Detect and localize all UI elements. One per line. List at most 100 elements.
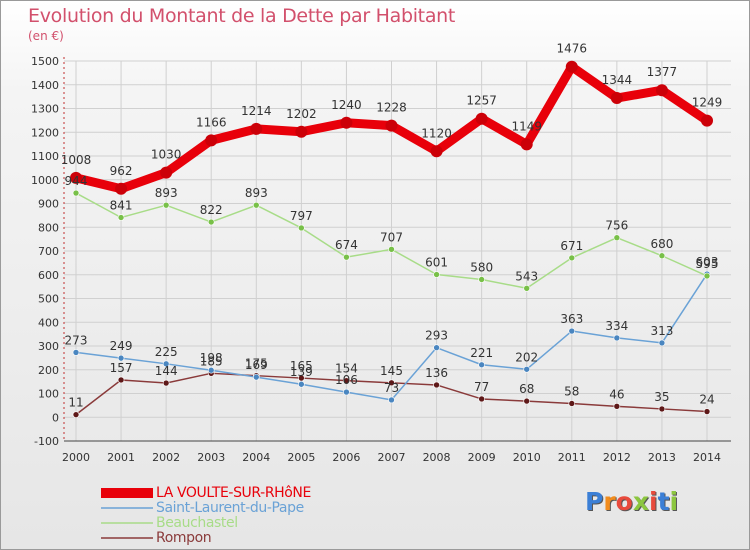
data-point-series-3: [478, 276, 485, 283]
data-point-series-1: [205, 134, 218, 147]
data-label-series-3: 893: [245, 186, 268, 200]
data-label-series-3: 707: [380, 230, 403, 244]
data-point-series-1: [655, 84, 668, 97]
data-label-series-2: 202: [515, 350, 538, 364]
logo-letter: o: [615, 487, 633, 516]
data-label-series-1: 1008: [61, 153, 92, 167]
legend-label-series-3: Beauchastel: [156, 515, 238, 531]
data-point-series-1: [295, 125, 308, 138]
x-tick-label: 2002: [152, 451, 180, 464]
logo-letter: x: [632, 487, 649, 516]
data-label-series-1: 1228: [376, 101, 407, 115]
data-point-series-2: [478, 361, 485, 369]
x-tick-label: 2014: [693, 451, 721, 464]
y-tick-label: 1000: [31, 174, 59, 187]
data-point-series-2: [207, 366, 215, 374]
data-point-series-2: [252, 373, 260, 381]
data-label-series-4: 46: [609, 387, 624, 401]
data-label-series-1: 1166: [196, 115, 227, 129]
data-point-series-1: [701, 114, 713, 127]
data-point-series-2: [388, 396, 395, 404]
data-label-series-1: 1149: [511, 119, 542, 133]
data-label-series-2: 221: [470, 346, 493, 360]
x-tick-label: 2011: [558, 451, 586, 464]
y-tick-label: 1500: [31, 55, 59, 68]
data-point-series-3: [658, 252, 666, 260]
data-label-series-3: 893: [155, 186, 178, 200]
y-tick-label: 0: [52, 411, 59, 424]
data-label-series-3: 671: [560, 239, 583, 253]
data-label-series-4: 11: [68, 396, 83, 410]
data-point-series-3: [433, 271, 440, 278]
x-tick-label: 2007: [378, 451, 406, 464]
data-label-series-2: 334: [605, 319, 628, 333]
data-point-series-1: [115, 182, 128, 195]
x-tick-label: 2009: [468, 451, 496, 464]
chart-title: Evolution du Montant de la Dette par Hab…: [28, 5, 456, 27]
data-label-series-1: 1377: [647, 65, 678, 79]
data-label-series-4: 58: [564, 384, 579, 398]
data-point-series-3: [568, 254, 576, 262]
data-label-series-3: 580: [470, 261, 493, 275]
data-point-series-4: [703, 408, 711, 415]
data-labels: 1008 962 1030 1166 1214 1202 1240 1228 1120 1257 1…: [61, 42, 723, 410]
data-label-series-2: 106: [335, 373, 358, 387]
y-tick-label: 1300: [31, 103, 59, 116]
data-point-series-3: [72, 189, 80, 197]
data-point-series-3: [703, 272, 711, 280]
data-label-series-4: 68: [519, 382, 534, 396]
data-label-series-1: 1249: [692, 96, 723, 110]
data-point-series-2: [343, 388, 350, 396]
data-label-series-4: 145: [380, 364, 403, 378]
data-label-series-3: 797: [290, 209, 313, 223]
data-label-series-2: 169: [245, 358, 268, 372]
data-point-series-4: [613, 403, 621, 410]
data-label-series-1: 1476: [557, 42, 588, 56]
data-label-series-3: 756: [605, 219, 628, 233]
data-label-series-4: 185: [200, 354, 223, 368]
data-label-series-4: 35: [654, 390, 669, 404]
data-label-series-2: 198: [200, 351, 223, 365]
x-tick-label: 2008: [423, 451, 451, 464]
data-label-series-1: 1344: [602, 73, 633, 87]
data-point-series-2: [433, 344, 440, 351]
data-point-series-2: [613, 334, 621, 342]
data-label-series-1: 1030: [151, 148, 182, 162]
y-tick-label: 900: [38, 198, 59, 211]
logo-letter: i: [669, 487, 679, 516]
data-label-series-3: 822: [200, 203, 223, 217]
data-point-series-2: [568, 327, 576, 335]
data-label-series-4: 175: [245, 357, 268, 371]
y-tick-label: 1400: [31, 79, 59, 92]
data-point-series-1: [475, 112, 488, 125]
x-tick-label: 2006: [332, 451, 360, 464]
series-lines: [70, 60, 713, 418]
data-point-series-1: [520, 138, 533, 151]
legend-label-series-4: Rompon: [156, 530, 212, 546]
data-point-series-1: [160, 166, 173, 179]
data-label-series-1: 1240: [331, 98, 362, 112]
x-tick-label: 2005: [287, 451, 315, 464]
data-label-series-4: 157: [110, 361, 133, 375]
data-label-series-2: 363: [560, 312, 583, 326]
data-point-series-3: [298, 224, 305, 232]
data-label-series-4: 24: [699, 393, 714, 407]
data-label-series-3: 944: [65, 174, 88, 188]
data-point-series-4: [72, 411, 80, 418]
data-point-series-1: [340, 116, 353, 129]
data-point-series-3: [613, 234, 621, 241]
data-label-series-3: 680: [650, 237, 673, 251]
data-point-series-1: [430, 145, 443, 158]
data-label-series-2: 273: [65, 333, 88, 347]
data-label-series-4: 154: [335, 362, 358, 376]
data-point-series-2: [658, 339, 666, 347]
data-label-series-2: 225: [155, 345, 178, 359]
logo-letter: P: [585, 487, 604, 516]
proxiti-logo: Proxiti: [585, 487, 678, 516]
data-point-series-2: [523, 365, 531, 373]
data-label-series-1: 962: [110, 164, 133, 178]
data-point-series-1: [565, 60, 578, 73]
data-point-series-4: [117, 376, 125, 384]
data-label-series-3: 601: [425, 256, 448, 270]
